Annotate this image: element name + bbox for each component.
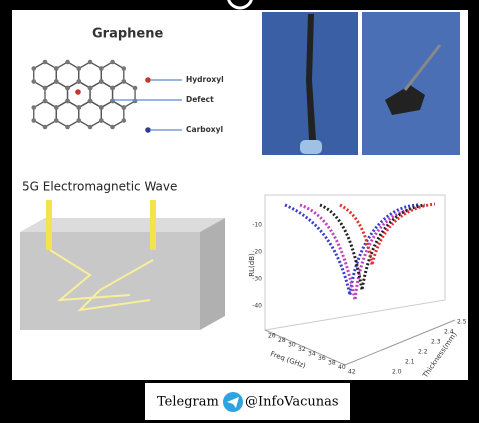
lattice: [31, 59, 151, 133]
atom: [76, 118, 82, 123]
x-tick-label: 36: [318, 355, 326, 362]
z-tick-label: 2.3: [431, 339, 441, 346]
atom: [98, 79, 104, 84]
photos: [262, 12, 460, 155]
block-front: [20, 232, 200, 330]
atom: [132, 85, 138, 91]
atom: [31, 79, 37, 84]
label: Defect: [186, 95, 214, 104]
x-tick-label: 30: [288, 342, 296, 349]
x-tick-label: 34: [308, 351, 316, 358]
atom: [87, 124, 93, 130]
block-side: [200, 218, 225, 330]
atom: [110, 124, 115, 130]
atom: [65, 98, 70, 104]
atom: [53, 79, 59, 84]
reflection: [49, 249, 131, 302]
atom: [53, 66, 59, 71]
atom: [110, 85, 115, 91]
atom: [87, 98, 93, 104]
z-tick-label: 2.1: [405, 359, 415, 366]
tweezers: [403, 44, 442, 91]
atom: [76, 79, 82, 84]
y-tick-label: -30: [252, 276, 262, 283]
atom: [87, 85, 93, 91]
atom: [76, 66, 82, 71]
atom: [121, 66, 127, 71]
atom: [121, 79, 127, 84]
block-top: [20, 218, 225, 232]
telegram-plane: [227, 397, 239, 408]
reflection: [77, 259, 154, 312]
label: Carboxyl: [186, 125, 223, 134]
wave-title: 5G Electromagnetic Wave: [22, 180, 177, 194]
atom: [110, 59, 115, 65]
atom: [31, 118, 37, 123]
beam: [46, 200, 52, 250]
graphene-diagram: Graphene Hydroxyl Defect Carboxyl: [31, 27, 224, 134]
atom: [53, 105, 59, 110]
atom: [65, 124, 70, 130]
atom: [121, 105, 127, 110]
top-icon: [227, 0, 253, 10]
atom: [76, 105, 82, 110]
x-tick-label: 42: [348, 369, 356, 376]
z-tick-label: 2.5: [457, 319, 467, 326]
atom: [87, 59, 93, 65]
atom: [42, 59, 48, 65]
x-tick-label: 28: [278, 337, 286, 344]
atom: [42, 98, 48, 104]
graphene-film: [306, 14, 316, 140]
wave-diagram: 5G Electromagnetic Wave: [20, 180, 225, 330]
atom: [132, 98, 138, 104]
atom: [65, 85, 70, 91]
graphene-title: Graphene: [92, 27, 163, 42]
footer-handle: @InfoVacunas: [245, 395, 339, 410]
z-tick-label: 2.2: [418, 349, 428, 356]
atom: [31, 105, 37, 110]
x-tick-label: 32: [298, 346, 306, 353]
atom: [53, 118, 59, 123]
z-tick-label: 2.4: [444, 329, 454, 336]
atom: [31, 66, 37, 71]
y-axis-label: RL(dB): [248, 253, 256, 277]
label: Hydroxyl: [186, 75, 224, 84]
x-tick-label: 26: [268, 333, 276, 340]
y-tick-label: -20: [252, 249, 262, 256]
atom: [110, 98, 115, 104]
x-tick-label: 40: [338, 364, 346, 371]
x-tick-label: 38: [328, 360, 336, 367]
atom: [121, 118, 127, 123]
plot-box: [264, 194, 446, 331]
atom: [42, 124, 48, 130]
footer-box: [145, 383, 350, 420]
atom: [98, 105, 104, 110]
atom: [65, 59, 70, 65]
y-tick-label: -10: [252, 222, 262, 229]
glove: [300, 140, 322, 154]
atom: [98, 118, 104, 123]
curve: [299, 203, 411, 301]
carboxyl-atom: [145, 127, 151, 133]
plot-floor: [264, 319, 456, 366]
defect-atom: [75, 89, 81, 95]
y-tick-label: -40: [252, 303, 262, 310]
hydroxyl-atom: [145, 77, 151, 83]
graphene-film: [385, 85, 425, 115]
footer-app: Telegram: [157, 395, 219, 410]
beam: [150, 200, 156, 250]
atom: [98, 66, 104, 71]
atom: [42, 85, 48, 91]
z-tick-label: 2.0: [392, 369, 402, 376]
